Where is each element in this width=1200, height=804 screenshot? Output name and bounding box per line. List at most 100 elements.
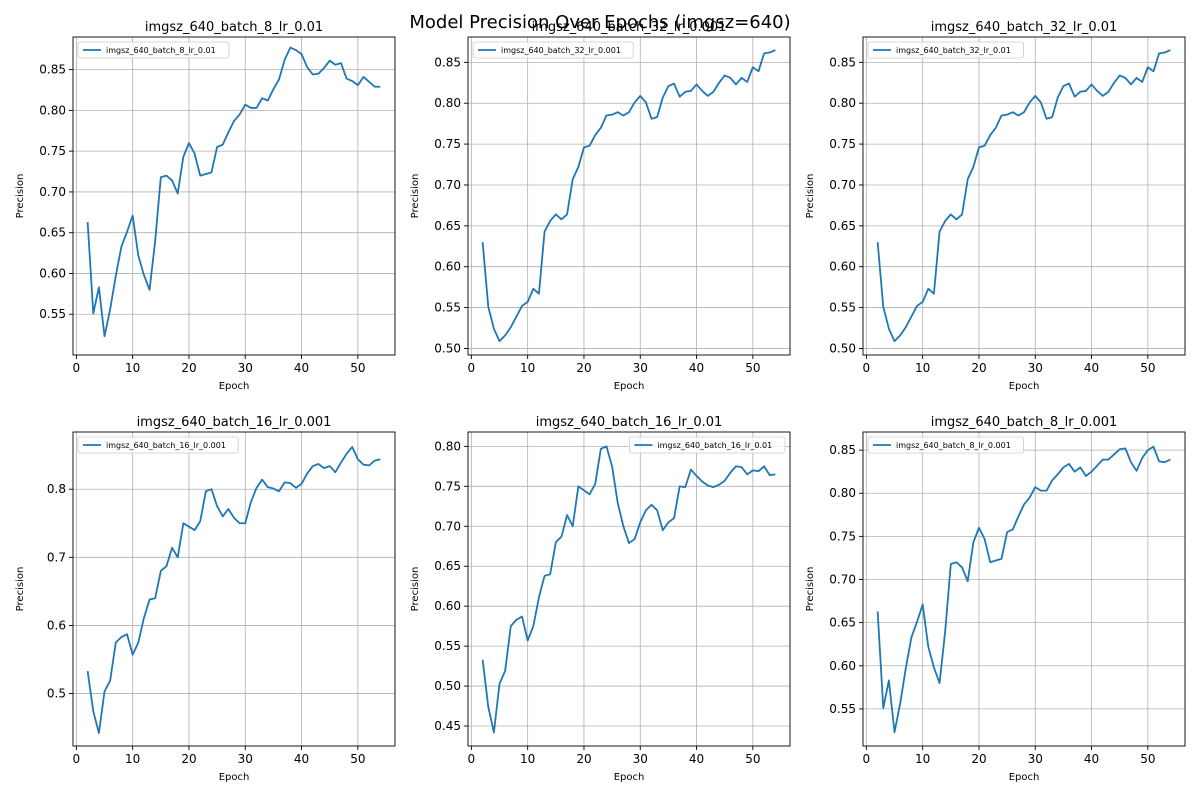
x-tick-label: 10 xyxy=(125,752,140,766)
x-tick-label: 50 xyxy=(1140,752,1155,766)
legend: imgsz_640_batch_8_lr_0.001 xyxy=(867,436,1025,454)
legend-box xyxy=(472,41,634,59)
x-axis-label: Epoch xyxy=(219,381,250,392)
y-axis-label: Precision xyxy=(410,174,421,219)
x-tick-label: 0 xyxy=(863,361,871,375)
subplot-title: imgsz_640_batch_8_lr_0.01 xyxy=(145,20,323,35)
y-tick-label: 0.65 xyxy=(434,219,461,233)
y-tick-label: 0.80 xyxy=(829,486,856,500)
y-tick-label: 0.60 xyxy=(434,260,461,274)
x-tick-label: 10 xyxy=(520,752,535,766)
x-tick-label: 0 xyxy=(73,752,81,766)
plot-frame xyxy=(467,36,791,356)
y-tick-label: 0.5 xyxy=(47,687,66,701)
y-tick-label: 0.85 xyxy=(39,63,66,77)
legend-box xyxy=(867,436,1025,454)
y-tick-label: 0.65 xyxy=(829,219,856,233)
subplot-3: 0 10 20 30 40 50 0.50 0.55 0.60 0.65 0.70 0.75 0.80 0… xyxy=(805,20,1186,392)
y-tick-label: 0.85 xyxy=(829,55,856,69)
x-tick-label: 0 xyxy=(468,752,476,766)
legend-label: imgsz_640_batch_8_lr_0.01 xyxy=(106,46,216,55)
x-tick-label: 40 xyxy=(1084,752,1099,766)
x-axis-label: Epoch xyxy=(614,772,645,783)
y-tick-label: 0.85 xyxy=(829,443,856,457)
subplot-title: imgsz_640_batch_8_lr_0.001 xyxy=(931,415,1118,430)
y-tick-label: 0.6 xyxy=(47,618,66,632)
x-tick-label: 50 xyxy=(1140,361,1155,375)
y-tick-label: 0.8 xyxy=(47,482,66,496)
plot-frame xyxy=(72,36,396,356)
x-tick-label: 0 xyxy=(468,361,476,375)
legend: imgsz_640_batch_8_lr_0.01 xyxy=(77,41,230,59)
legend-label: imgsz_640_batch_16_lr_0.001 xyxy=(106,441,226,450)
x-tick-label: 30 xyxy=(238,361,253,375)
y-tick-label: 0.80 xyxy=(829,96,856,110)
y-tick-label: 0.60 xyxy=(829,659,856,673)
y-tick-label: 0.50 xyxy=(829,341,856,355)
x-axis-label: Epoch xyxy=(219,772,250,783)
y-tick-label: 0.70 xyxy=(39,185,66,199)
y-axis-label: Precision xyxy=(805,567,816,612)
y-tick-label: 0.70 xyxy=(434,178,461,192)
legend-box xyxy=(77,436,239,454)
subplot-5: 0 10 20 30 40 50 0.45 0.50 0.55 0.60 0.65 0.70 0.75 0… xyxy=(410,415,791,783)
x-tick-label: 10 xyxy=(915,361,930,375)
x-tick-label: 40 xyxy=(294,752,309,766)
x-tick-label: 50 xyxy=(745,361,760,375)
x-tick-label: 30 xyxy=(633,752,648,766)
x-tick-label: 30 xyxy=(238,752,253,766)
subplot-title: imgsz_640_batch_16_lr_0.001 xyxy=(137,415,332,430)
x-tick-label: 20 xyxy=(576,361,591,375)
y-tick-label: 0.85 xyxy=(434,55,461,69)
y-tick-label: 0.60 xyxy=(434,599,461,613)
y-tick-label: 0.65 xyxy=(829,616,856,630)
x-tick-label: 40 xyxy=(689,361,704,375)
y-tick-label: 0.75 xyxy=(829,137,856,151)
y-tick-label: 0.65 xyxy=(39,226,66,240)
plot-frame xyxy=(467,431,791,747)
subplot-4: 0 10 20 30 40 50 0.5 0.6 0.7 0.8 imgsz_640_batch_1… xyxy=(15,415,396,783)
y-axis-label: Precision xyxy=(410,567,421,612)
x-tick-label: 20 xyxy=(971,752,986,766)
subplot-2: 0 10 20 30 40 50 0.50 0.55 0.60 0.65 0.70 0.75 0.80 0… xyxy=(410,20,791,392)
legend-label: imgsz_640_batch_16_lr_0.01 xyxy=(657,441,772,450)
y-tick-label: 0.60 xyxy=(829,260,856,274)
legend: imgsz_640_batch_32_lr_0.001 xyxy=(472,41,634,59)
y-tick-label: 0.50 xyxy=(434,679,461,693)
subplot-title: imgsz_640_batch_32_lr_0.01 xyxy=(931,20,1118,35)
x-axis-label: Epoch xyxy=(614,381,645,392)
x-axis-label: Epoch xyxy=(1009,772,1040,783)
y-tick-label: 0.55 xyxy=(39,307,66,321)
figure-title: Model Precision Over Epochs (imgsz=640) xyxy=(409,12,791,33)
y-tick-label: 0.55 xyxy=(829,301,856,315)
series-line xyxy=(86,46,381,338)
x-tick-label: 20 xyxy=(181,361,196,375)
series-line xyxy=(876,445,1171,734)
x-tick-label: 30 xyxy=(1028,752,1043,766)
y-tick-label: 0.80 xyxy=(39,103,66,117)
x-tick-label: 50 xyxy=(350,361,365,375)
legend: imgsz_640_batch_16_lr_0.01 xyxy=(629,436,786,454)
y-tick-label: 0.55 xyxy=(434,301,461,315)
y-tick-label: 0.60 xyxy=(39,266,66,280)
y-tick-label: 0.55 xyxy=(829,702,856,716)
subplot-title: imgsz_640_batch_32_lr_0.001 xyxy=(532,20,727,35)
x-tick-label: 40 xyxy=(1084,361,1099,375)
x-tick-label: 0 xyxy=(863,752,871,766)
plot-frame xyxy=(862,431,1186,747)
legend-label: imgsz_640_batch_32_lr_0.001 xyxy=(501,46,621,55)
y-tick-label: 0.50 xyxy=(434,341,461,355)
x-tick-label: 10 xyxy=(520,361,535,375)
y-tick-label: 0.75 xyxy=(434,479,461,493)
x-tick-label: 10 xyxy=(915,752,930,766)
subplot-6: 0 10 20 30 40 50 0.55 0.60 0.65 0.70 0.75 0.80 0.85 i… xyxy=(805,415,1186,783)
x-tick-label: 40 xyxy=(294,361,309,375)
x-tick-label: 20 xyxy=(971,361,986,375)
y-tick-label: 0.75 xyxy=(434,137,461,151)
x-tick-label: 30 xyxy=(1028,361,1043,375)
y-tick-label: 0.75 xyxy=(829,529,856,543)
legend: imgsz_640_batch_16_lr_0.001 xyxy=(77,436,239,454)
legend-box xyxy=(77,41,230,59)
plot-frame xyxy=(72,431,396,747)
